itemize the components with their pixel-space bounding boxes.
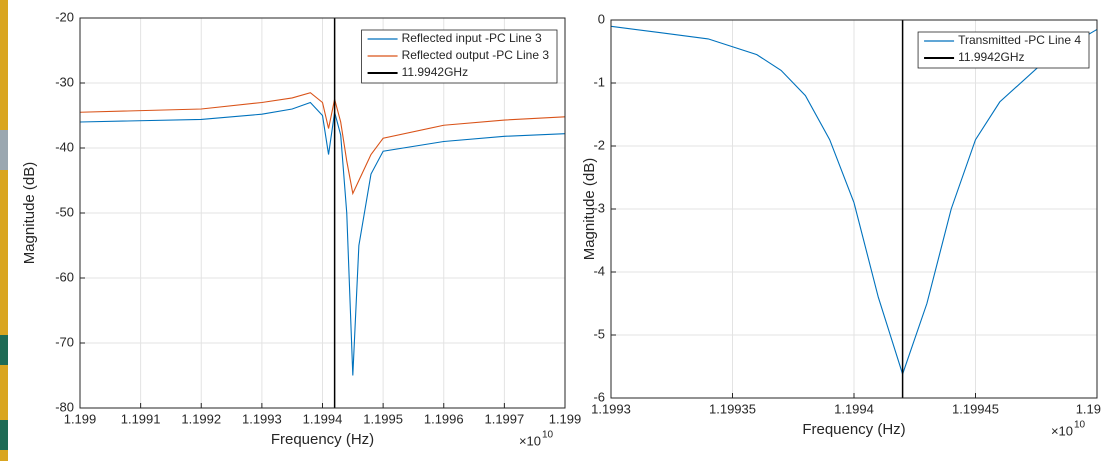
y-tick-label: -40 — [55, 139, 74, 154]
x-tick-label: 1.1991 — [121, 411, 161, 426]
x-tick-label: 1.19945 — [952, 401, 999, 416]
axes-box — [610, 19, 1098, 399]
legend-box — [917, 31, 1090, 69]
x-tick-label: 1.1993 — [242, 411, 282, 426]
axes-box — [79, 17, 566, 409]
x-multiplier-exponent: 10 — [542, 430, 554, 441]
legend: Reflected input -PC Line 3 Reflected outp… — [361, 29, 558, 84]
legend: Transmitted -PC Line 4 11.9942GHz — [917, 31, 1090, 69]
x-multiplier: ×10 — [1051, 423, 1073, 438]
y-tick-label: -3 — [593, 200, 605, 215]
y-tick-label: -80 — [55, 399, 74, 414]
y-tick-label: -70 — [55, 334, 74, 349]
series-line — [610, 25, 1098, 376]
x-tick-label: 1.19 — [1076, 401, 1101, 416]
y-tick-label: -5 — [593, 326, 605, 341]
x-multiplier: ×10 — [519, 433, 541, 448]
x-tick-label: 1.1995 — [363, 411, 403, 426]
legend-label: Transmitted -PC Line 4 — [958, 33, 1081, 47]
y-tick-label: -20 — [55, 9, 74, 24]
window-edge — [0, 0, 8, 461]
series-line — [79, 101, 566, 376]
y-tick-label: -50 — [55, 204, 74, 219]
legend-label: 11.9942GHz — [958, 50, 1025, 64]
x-tick-label: 1.1996 — [424, 411, 464, 426]
x-tick-label: 1.1992 — [181, 411, 221, 426]
y-axis-label: Magnitude (dB) — [21, 162, 38, 265]
window-edge-block — [0, 420, 8, 450]
legend-label: Reflected output -PC Line 3 — [402, 48, 550, 62]
x-tick-label: 1.1994 — [303, 411, 343, 426]
legend-label: Reflected input -PC Line 3 — [402, 31, 542, 45]
x-axis-label: Frequency (Hz) — [271, 431, 374, 448]
x-tick-label: 1.1994 — [834, 401, 874, 416]
x-tick-label: 1.19935 — [709, 401, 756, 416]
y-tick-label: -30 — [55, 74, 74, 89]
window-edge-block — [0, 130, 8, 170]
x-axis-label: Frequency (Hz) — [802, 421, 905, 438]
y-axis-label: Magnitude (dB) — [581, 158, 598, 261]
y-tick-label: -60 — [55, 269, 74, 284]
y-tick-label: -4 — [593, 263, 605, 278]
window-edge-block — [0, 335, 8, 365]
y-tick-label: 0 — [598, 11, 605, 26]
y-tick-label: -2 — [593, 137, 605, 152]
x-tick-label: 1.1993 — [591, 401, 631, 416]
series-line — [79, 92, 566, 196]
legend-label: 11.9942GHz — [402, 65, 469, 79]
x-tick-label: 1.199 — [549, 411, 582, 426]
y-tick-label: -1 — [593, 74, 605, 89]
y-tick-label: -6 — [593, 389, 605, 404]
plot-lines — [79, 92, 566, 376]
x-tick-label: 1.199 — [64, 411, 97, 426]
x-tick-label: 1.1997 — [484, 411, 524, 426]
plot-lines — [610, 25, 1098, 376]
x-multiplier-exponent: 10 — [1074, 420, 1086, 431]
